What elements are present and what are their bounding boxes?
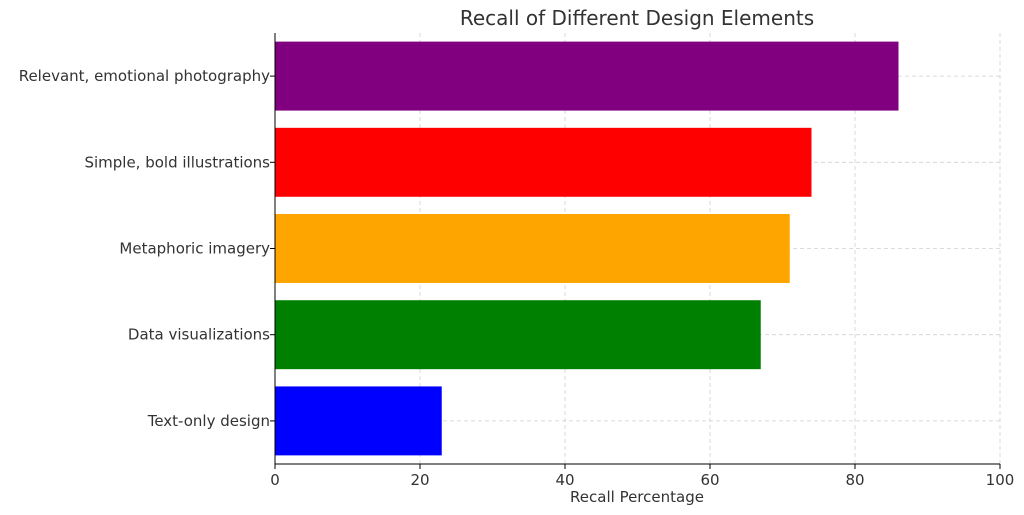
x-tick-label: 60	[700, 471, 719, 489]
y-tick-label: Metaphoric imagery	[119, 240, 270, 258]
y-tick-label: Text-only design	[147, 412, 270, 430]
y-tick-label: Data visualizations	[128, 326, 270, 344]
x-tick-label: 80	[845, 471, 864, 489]
x-axis-label: Recall Percentage	[570, 488, 704, 506]
x-tick-label: 100	[986, 471, 1015, 489]
x-tick-label: 40	[555, 471, 574, 489]
bar	[275, 127, 812, 197]
bar	[275, 386, 442, 456]
y-tick-label: Simple, bold illustrations	[84, 153, 270, 171]
bar	[275, 214, 790, 283]
x-tick-label: 20	[410, 471, 429, 489]
y-tick-label: Relevant, emotional photography	[19, 67, 270, 85]
x-axis-ticks: 0 20 40 60 80 100	[270, 464, 1014, 489]
bar	[275, 41, 899, 111]
x-tick-label: 0	[270, 471, 280, 489]
bar	[275, 300, 761, 370]
bars	[275, 41, 899, 456]
y-axis-ticks: Relevant, emotional photography Simple, b…	[19, 67, 275, 430]
chart-title: Recall of Different Design Elements	[460, 6, 814, 30]
